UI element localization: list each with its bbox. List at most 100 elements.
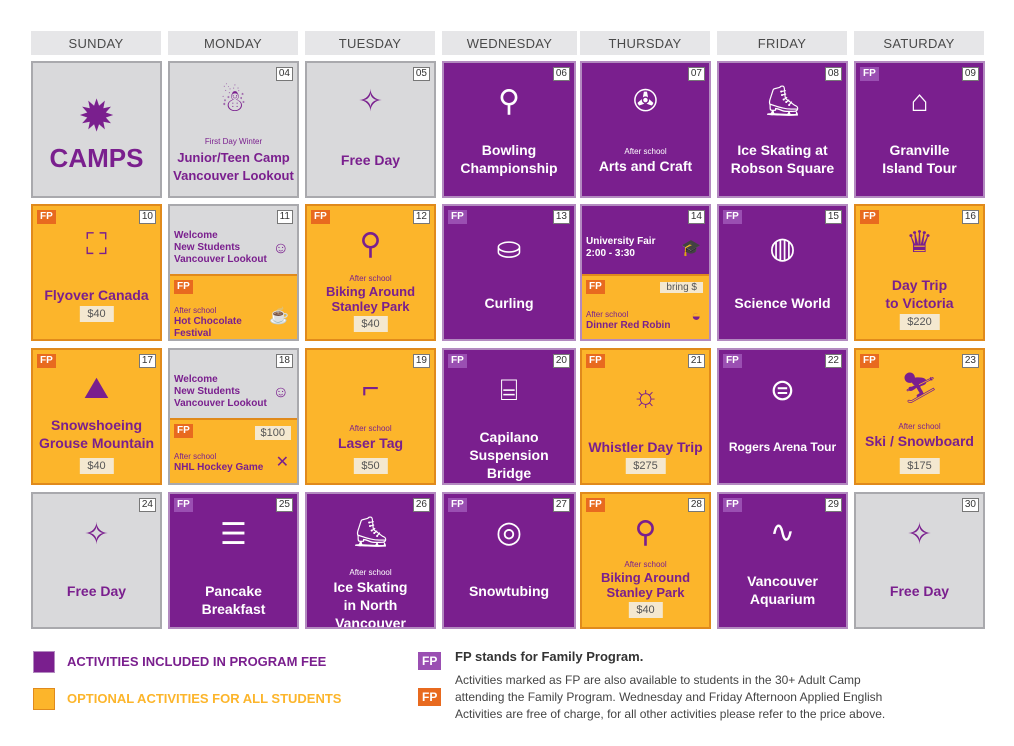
celebrate-icon: ✧ <box>83 518 110 551</box>
cell-day-15[interactable]: FP 15 ◍ Science World <box>717 204 848 341</box>
cell-day-17[interactable]: FP 17 ⛰ Snowshoeing Grouse Mountain $40 <box>31 348 162 485</box>
after-school-panel: FP bring $ After school Dinner Red Robin… <box>582 274 709 339</box>
day-number: 08 <box>824 67 842 81</box>
price-tag: $40 <box>79 306 114 322</box>
fp-badge: FP <box>37 210 56 224</box>
fp-badge: FP <box>448 354 467 368</box>
day-number: 26 <box>412 498 430 512</box>
cell-day-22[interactable]: FP 22 ⊜ Rogers Arena Tour <box>717 348 848 485</box>
event-subtitle: After school <box>898 422 941 431</box>
cell-day-19[interactable]: 19 ⌐ After school Laser Tag $50 <box>305 348 436 485</box>
day-number: 20 <box>552 354 570 368</box>
price-tag: $50 <box>353 458 388 474</box>
legend-included: ACTIVITIES INCLUDED IN PROGRAM FEE <box>67 654 327 669</box>
event-top-text: University Fair 2:00 - 3:30 <box>586 236 656 259</box>
event-title: Pancake Breakfast <box>201 583 266 617</box>
fp-badge-orange: FP <box>418 688 442 706</box>
event-bottom-text: Dinner Red Robin <box>586 320 671 331</box>
cell-day-27[interactable]: FP 27 ◎ Snowtubing <box>442 492 576 629</box>
bike-icon: ⚲ <box>634 516 657 549</box>
cell-day-07[interactable]: 07 ✇ After school Arts and Craft <box>580 61 711 198</box>
event-subtitle: After school <box>174 452 217 461</box>
event-title: Ski / Snowboard <box>865 433 974 449</box>
graduation-cap-icon: 🎓 <box>681 240 701 257</box>
ski-icon: ⛷ <box>900 372 939 405</box>
cell-day-18[interactable]: 18 Welcome New Students Vancouver Lookou… <box>168 348 299 485</box>
price-tag: $40 <box>79 458 114 474</box>
cell-day-16[interactable]: FP 16 ♛ Day Trip to Victoria $220 <box>854 204 985 341</box>
day-number: 09 <box>961 67 979 81</box>
legend-swatch-optional <box>33 688 55 710</box>
day-number: 22 <box>824 354 842 368</box>
cell-day-08[interactable]: 08 ⛸ Ice Skating at Robson Square <box>717 61 848 198</box>
cell-day-30[interactable]: 30 ✧ Free Day <box>854 492 985 629</box>
crown-icon: ♛ <box>906 226 933 259</box>
cell-day-25[interactable]: FP 25 ☰ Pancake Breakfast <box>168 492 299 629</box>
day-number: 12 <box>412 210 430 224</box>
header-friday: FRIDAY <box>717 31 847 55</box>
cell-day-06[interactable]: 06 ⚲ Bowling Championship <box>442 61 576 198</box>
cell-day-24[interactable]: 24 ✧ Free Day <box>31 492 162 629</box>
fp-badge: FP <box>723 498 742 512</box>
event-title: Free Day <box>889 583 950 599</box>
laser-icon: ⌐ <box>361 372 380 405</box>
burger-icon: ◒ <box>691 308 701 325</box>
fp-badge: FP <box>174 280 193 294</box>
cell-day-20[interactable]: FP 20 ⌸ Capilano Suspension Bridge <box>442 348 576 485</box>
cell-day-11[interactable]: 11 Welcome New Students Vancouver Lookou… <box>168 204 299 341</box>
hockey-sticks-icon: ✕ <box>275 454 289 471</box>
cell-day-26[interactable]: 26 ⛸ After school Ice Skating in North V… <box>305 492 436 629</box>
day-number: 21 <box>687 354 705 368</box>
day-number: 13 <box>552 210 570 224</box>
bridge-icon: ⌸ <box>500 374 518 407</box>
cell-day-21[interactable]: FP 21 ☼ Whistler Day Trip $275 <box>580 348 711 485</box>
tube-icon: ◎ <box>495 516 523 549</box>
cell-day-28[interactable]: FP 28 ⚲ After school Biking Around Stanl… <box>580 492 711 629</box>
cell-day-05[interactable]: 05 ✧ Free Day <box>305 61 436 198</box>
event-top-text: Welcome New Students Vancouver Lookout <box>174 230 267 265</box>
event-title: Biking Around Stanley Park <box>600 570 691 600</box>
event-subtitle: After school <box>586 310 629 319</box>
event-subtitle: First Day Winter <box>204 137 263 146</box>
hot-chocolate-icon: ☕ <box>269 308 289 325</box>
cell-day-14[interactable]: 14 University Fair 2:00 - 3:30 🎓 FP brin… <box>580 204 711 341</box>
cell-day-10[interactable]: FP 10 ⛶ Flyover Canada $40 <box>31 204 162 341</box>
skate-icon: ⛸ <box>763 85 802 118</box>
cell-day-09[interactable]: FP 09 ⌂ Granville Island Tour <box>854 61 985 198</box>
legend-optional: OPTIONAL ACTIVITIES FOR ALL STUDENTS <box>67 691 342 706</box>
event-title: Laser Tag <box>337 435 404 451</box>
event-title: Junior/Teen Camp Vancouver Lookout <box>173 150 294 183</box>
fp-badge: FP <box>860 67 879 81</box>
event-title: Day Trip to Victoria <box>885 277 954 311</box>
skate-icon: ⛸ <box>351 516 390 549</box>
fp-badge: FP <box>860 210 879 224</box>
bike-icon: ⚲ <box>359 228 382 261</box>
price-tag: $275 <box>625 458 666 474</box>
cell-day-12[interactable]: FP 12 ⚲ After school Biking Around Stanl… <box>305 204 436 341</box>
event-title: Rogers Arena Tour <box>728 440 837 454</box>
event-bottom-text: NHL Hockey Game <box>174 462 264 473</box>
event-bottom-text: Hot Chocolate Festival <box>174 316 242 339</box>
fp-badge: FP <box>37 354 56 368</box>
arena-icon: ⊜ <box>769 374 796 407</box>
day-number: 18 <box>275 354 293 368</box>
celebrate-icon: ✧ <box>357 85 384 118</box>
fp-note-line-3: Activities are free of charge, for all o… <box>455 707 886 721</box>
camps-logo: CAMPS <box>49 143 144 173</box>
day-number: 05 <box>412 67 430 81</box>
theater-icon: ⛶ <box>86 228 107 261</box>
price-tag: $40 <box>628 602 663 618</box>
fp-badge: FP <box>448 210 467 224</box>
event-top-text: Welcome New Students Vancouver Lookout <box>174 374 267 409</box>
price-tag: $175 <box>899 458 940 474</box>
cell-day-23[interactable]: FP 23 ⛷ After school Ski / Snowboard $17… <box>854 348 985 485</box>
event-title: Biking Around Stanley Park <box>325 284 416 314</box>
maple-leaf-icon: ✹ <box>78 92 115 141</box>
students-icon: ☺ <box>272 240 289 257</box>
cell-day-29[interactable]: FP 29 ∿ Vancouver Aquarium <box>717 492 848 629</box>
snowman-icon: ☃ <box>220 85 247 118</box>
cell-day-04[interactable]: 04 ☃ First Day Winter Junior/Teen Camp V… <box>168 61 299 198</box>
mountain-icon: ⛰ <box>83 372 110 405</box>
cell-day-13[interactable]: FP 13 ⛀ Curling <box>442 204 576 341</box>
day-number: 30 <box>961 498 979 512</box>
